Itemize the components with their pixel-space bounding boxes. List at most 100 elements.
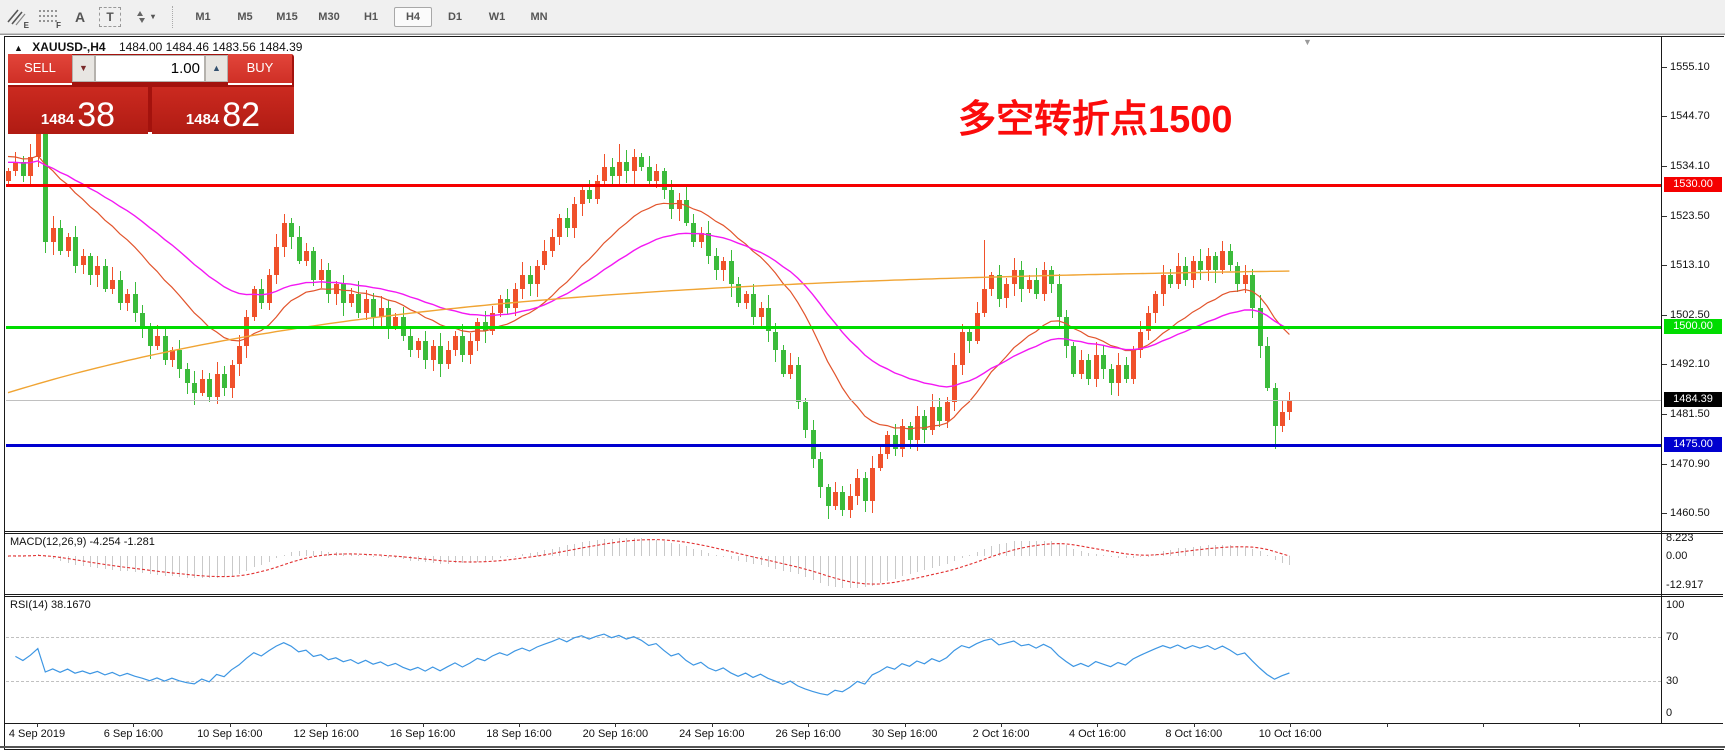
timeframe-button-d1[interactable]: D1 [447, 10, 463, 23]
time-tick [1193, 723, 1195, 727]
candle-up [929, 406, 935, 431]
macd-histogram-bar [1214, 545, 1216, 556]
candle-down [73, 237, 78, 266]
candle-down [780, 350, 786, 374]
candle-up [788, 364, 794, 374]
macd-histogram-bar [402, 556, 404, 560]
macd-histogram-bar [283, 554, 285, 556]
candle-up [13, 161, 19, 172]
candle-up [251, 289, 257, 318]
rsi-tick-label: 70 [1666, 631, 1679, 644]
macd-histogram-bar [37, 553, 39, 556]
sell-price-box[interactable]: 1484 38 [8, 87, 148, 134]
timeframe-button-m1[interactable]: M1 [195, 10, 211, 23]
macd-histogram-bar [179, 556, 181, 577]
sell-button[interactable]: SELL [8, 54, 72, 85]
macd-histogram-bar [276, 556, 278, 559]
macd-histogram-bar [134, 556, 136, 572]
candle-up [266, 275, 272, 304]
candle-up [110, 279, 116, 290]
volume-decrease-button[interactable]: ▼ [72, 55, 95, 82]
candle-down [892, 435, 898, 450]
macd-histogram-bar [723, 556, 725, 557]
candle-down [840, 491, 846, 511]
arrows-icon[interactable]: ▾ [127, 5, 161, 29]
candle-down [1183, 265, 1189, 280]
macd-histogram-bar [984, 548, 985, 556]
macd-histogram-bar [440, 556, 442, 564]
candle-down [1227, 251, 1233, 266]
macd-histogram-bar [909, 556, 911, 575]
candle-down [684, 199, 689, 224]
time-label: 8 Oct 16:00 [1165, 728, 1223, 740]
timeframe-button-w1[interactable]: W1 [488, 10, 506, 23]
candle-up [1026, 279, 1032, 290]
candle-down [117, 279, 123, 304]
candle-down [1235, 265, 1241, 285]
candle-up [1205, 256, 1211, 271]
timeframe-button-m15[interactable]: M15 [276, 10, 298, 23]
candle-up [602, 166, 607, 181]
macd-histogram-bar [805, 556, 807, 577]
candle-up [833, 491, 838, 506]
macd-histogram-bar [410, 556, 412, 561]
timeframe-button-m30[interactable]: M30 [318, 10, 340, 23]
rsi-plot [6, 596, 1661, 723]
candle-down [564, 218, 570, 228]
macd-histogram-bar [1013, 541, 1015, 556]
volume-increase-button[interactable]: ▲ [205, 55, 228, 82]
macd-histogram-bar [484, 556, 486, 561]
candle-up [430, 345, 436, 360]
macd-histogram-bar [671, 542, 673, 556]
candle-down [937, 406, 943, 421]
chart-annotation: 多空转折点1500 [958, 99, 1233, 141]
macd-histogram-bar [1267, 555, 1268, 557]
macd-histogram-bar [782, 556, 784, 571]
candle-down [1063, 317, 1069, 346]
macd-histogram-bar [1118, 556, 1119, 558]
buy-button[interactable]: BUY [228, 54, 292, 85]
candle-up [378, 307, 384, 318]
macd-histogram-bar [15, 555, 17, 557]
candle-up [1242, 275, 1248, 285]
macd-histogram-bar [1006, 543, 1008, 556]
candle-down [296, 237, 302, 261]
price-tick [1662, 216, 1667, 218]
timeframe-button-h1[interactable]: H1 [363, 10, 379, 23]
candle-down [639, 157, 645, 167]
macd-histogram-bar [186, 556, 188, 578]
price-tick [1662, 315, 1667, 316]
price-level-badge: 1530.00 [1664, 177, 1722, 193]
fibonacci-icon[interactable]: F [39, 9, 61, 30]
candle-up [415, 340, 421, 351]
candle-down [751, 293, 756, 318]
macd-histogram-bar [678, 544, 680, 556]
buy-price-box[interactable]: 1484 82 [152, 87, 294, 134]
candle-up [1280, 411, 1285, 426]
macd-histogram-bar [753, 556, 754, 565]
timeframe-button-h4[interactable]: H4 [394, 6, 432, 27]
text-label-icon[interactable]: A [74, 8, 86, 25]
timeframe-button-m5[interactable]: M5 [237, 10, 253, 23]
timeframe-button-mn[interactable]: MN [530, 10, 548, 23]
text-box-icon[interactable]: T [99, 6, 121, 27]
time-label: 16 Sep 16:00 [389, 728, 456, 740]
price-tick [1662, 67, 1667, 69]
candle-down [1071, 345, 1077, 374]
macd-histogram-bar [104, 556, 106, 570]
macd-histogram-bar [291, 552, 293, 556]
candle-up [1093, 355, 1099, 379]
candle-up [579, 190, 585, 205]
draw-lines-icon[interactable]: E [3, 5, 29, 30]
macd-histogram-bar [1200, 546, 1201, 556]
candle-down [669, 190, 675, 209]
macd-histogram-bar [507, 556, 509, 558]
macd-histogram-bar [447, 556, 449, 564]
volume-input[interactable] [95, 55, 205, 82]
candle-up [520, 275, 526, 290]
candle-up [304, 251, 309, 261]
ohlc-values: 1484.00 1484.46 1483.56 1484.39 [118, 40, 303, 54]
macd-histogram-bar [1207, 545, 1209, 556]
candle-down [624, 161, 630, 172]
